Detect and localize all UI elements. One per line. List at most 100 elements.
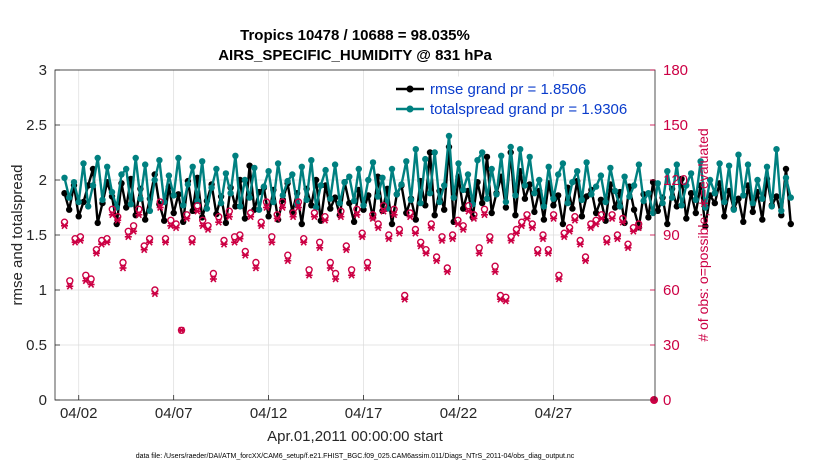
obs-evaluated-marker [395, 229, 403, 237]
totalspread-point [151, 176, 158, 184]
obs-evaluated-marker [300, 238, 308, 246]
obs-evaluated-marker [358, 233, 366, 241]
rmse-point [222, 219, 230, 227]
totalspread-point [583, 159, 590, 166]
totalspread-point [702, 204, 709, 211]
obs-evaluated-marker [449, 235, 457, 243]
totalspread-point [123, 165, 130, 173]
star-stroke [337, 213, 345, 221]
rmse-point [787, 220, 794, 228]
star-stroke [449, 235, 456, 243]
rmse-point [412, 216, 419, 223]
obs-evaluated-marker [443, 268, 451, 276]
star-stroke [444, 268, 451, 276]
obs-evaluated-marker [353, 211, 361, 219]
star-stroke [412, 229, 419, 237]
star-stroke [274, 214, 281, 223]
obs-evaluated-marker [87, 280, 95, 289]
obs-evaluated-marker [289, 213, 297, 221]
totalspread-point [498, 152, 505, 159]
totalspread-point [222, 170, 230, 177]
star-stroke [566, 227, 573, 235]
star-stroke [571, 216, 579, 224]
legend-label-spread: totalspread grand pr = 1.9306 [430, 101, 627, 118]
obs-evaluated-marker [247, 213, 255, 221]
totalspread-point [464, 171, 472, 178]
obs-evaluated-marker [209, 275, 217, 283]
legend-label-rmse: rmse grand pr = 1.8506 [430, 81, 586, 98]
star-stroke [172, 224, 180, 232]
star-stroke [545, 249, 552, 257]
totalspread-point [455, 160, 462, 167]
y-right-tick-label: 120 [663, 172, 688, 189]
star-stroke [348, 271, 355, 279]
obs-evaluated-marker [140, 246, 148, 254]
totalspread-point [99, 196, 106, 203]
totalspread-point [445, 132, 453, 140]
totalspread-point [512, 192, 519, 199]
totalspread-point [75, 198, 82, 206]
star-stroke [390, 211, 398, 219]
obs-evaluated-marker [257, 222, 265, 230]
star-stroke [220, 240, 228, 248]
star-stroke [311, 213, 318, 221]
obs-evaluated-marker [571, 216, 579, 224]
axis-left: 0 0.5 1 1.5 2 2.5 3 [26, 62, 60, 409]
y-tick-label: 1 [39, 282, 47, 299]
obs-evaluated-marker [183, 214, 191, 223]
star-stroke [178, 326, 185, 334]
star-stroke [162, 238, 169, 246]
obs-evaluated-marker [305, 271, 313, 279]
totalspread-point [706, 176, 714, 184]
obs-possible-marker [268, 233, 276, 241]
star-stroke [151, 290, 159, 298]
obs-possible-marker [316, 238, 324, 247]
obs-evaluated-marker [566, 227, 574, 235]
totalspread-point [441, 182, 448, 189]
star-stroke [539, 235, 547, 243]
totalspread-point [127, 201, 135, 208]
totalspread-point [517, 146, 524, 153]
totalspread-point [754, 176, 761, 184]
obs-evaluated-marker [225, 213, 233, 221]
totalspread-point [270, 198, 277, 206]
totalspread-point [341, 179, 348, 186]
rmse-point [569, 205, 576, 212]
y-tick-label: 2 [39, 172, 47, 189]
totalspread-point [227, 190, 234, 197]
totalspread-point [350, 197, 358, 205]
star-stroke [465, 207, 472, 215]
totalspread-point [588, 191, 595, 198]
star-stroke [284, 257, 291, 265]
y-tick-label: 2.5 [26, 117, 47, 134]
obs-possible-marker [119, 258, 127, 267]
obs-evaluated-marker [124, 233, 132, 241]
totalspread-point [526, 153, 533, 161]
star-stroke [422, 249, 430, 257]
star-stroke [577, 240, 584, 248]
star-stroke [486, 236, 493, 245]
rmse-point [265, 213, 272, 220]
totalspread-point [137, 195, 144, 202]
totalspread-point [592, 183, 600, 190]
obs-evaluated-marker [71, 238, 79, 246]
y-right-tick-label: 90 [663, 227, 680, 244]
totalspread-point [85, 203, 92, 210]
rmse-point [431, 212, 438, 219]
star-stroke [396, 229, 403, 237]
rmse-point [592, 209, 600, 217]
star-stroke [247, 213, 254, 221]
totalspread-point [450, 194, 457, 201]
y-axis-right-label: # of obs: o=possible; ∗=evaluated [695, 128, 711, 341]
rmse-point [123, 204, 130, 211]
totalspread-point [540, 203, 548, 210]
star-stroke [454, 220, 462, 228]
totalspread-point [403, 158, 410, 165]
totalspread-point [184, 181, 192, 188]
totalspread-point [346, 173, 353, 180]
obs-evaluated-marker [422, 249, 430, 257]
rmse-point [170, 209, 177, 217]
obs-possible-marker [66, 277, 74, 285]
star-stroke [87, 280, 95, 289]
